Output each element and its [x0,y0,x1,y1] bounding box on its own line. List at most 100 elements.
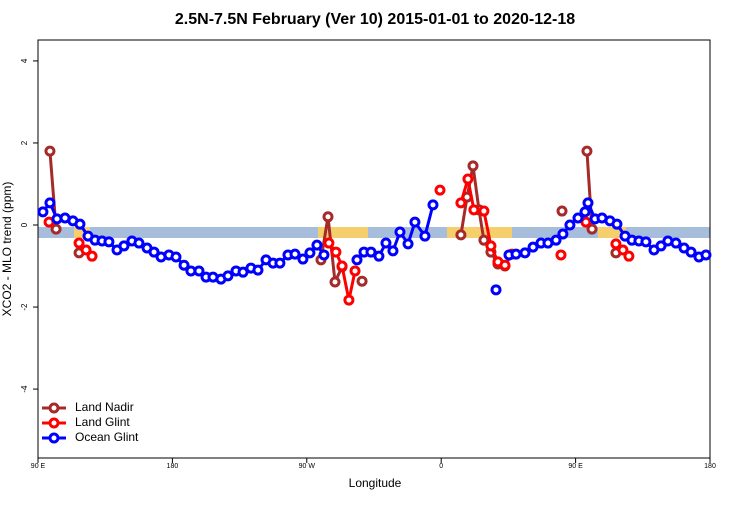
land-ocean-band [38,227,710,238]
y-axis-label: XCO2 - MLO trend (ppm) [0,182,14,317]
point [467,160,479,172]
point [519,247,531,259]
point [170,251,182,263]
legend-label: Land Nadir [75,400,134,414]
y-tick-label: 2 [20,140,29,145]
point [623,250,635,262]
point [237,266,249,278]
point [318,249,330,261]
point [394,226,406,238]
x-tick-label: 180 [167,463,179,470]
point [402,238,414,250]
point [582,197,594,209]
point [387,245,399,257]
point [557,228,569,240]
point [351,254,363,266]
point [581,145,593,157]
point [670,237,682,249]
point [572,212,584,224]
point [329,276,341,288]
y-tick-label: -4 [20,385,29,393]
point [468,204,480,216]
point [380,237,392,249]
point [44,197,56,209]
point [580,216,592,228]
point [586,223,598,235]
point [193,265,205,277]
y-tick-label: 4 [20,58,29,63]
land-band [447,227,512,238]
ocean-band [38,227,710,238]
point [373,250,385,262]
legend-marker [48,417,60,429]
point [50,223,62,235]
point [455,197,467,209]
point [365,246,377,258]
legend-label: Ocean Glint [75,430,139,444]
point [499,259,511,271]
point [222,270,234,282]
point [640,236,652,248]
point [103,236,115,248]
point [462,173,474,185]
legend-marker [48,402,60,414]
point [118,240,130,252]
point [685,246,697,258]
land-band [74,227,90,238]
point [289,248,301,260]
point [297,253,309,265]
chart-title: 2.5N-7.5N February (Ver 10) 2015-01-01 t… [175,11,575,28]
x-tick-label: 90 E [568,463,583,470]
point [336,260,348,272]
point [527,241,539,253]
point [252,264,264,276]
point [80,244,92,256]
x-axis-label: Longitude [349,476,402,490]
point [178,259,190,271]
point [434,184,446,196]
point [550,234,562,246]
point [349,265,361,277]
point [455,229,467,241]
y-tick-label: -2 [20,303,29,311]
point [343,294,355,306]
x-tick-label: 0 [439,463,443,470]
point [37,206,49,218]
plot-frame [37,39,711,459]
point [311,239,323,251]
point [304,247,316,259]
point [44,145,56,157]
point [579,206,591,218]
point [330,246,342,258]
x-tick-label: 90 E [31,463,46,470]
point [478,234,490,246]
point [700,249,712,261]
land-band [318,227,368,238]
point [478,205,490,217]
point [556,205,568,217]
point [274,257,286,269]
point [510,248,522,260]
point [74,218,86,230]
land-band [598,227,626,238]
x-tick-label: 180 [704,463,716,470]
point [564,219,576,231]
point [490,284,502,296]
legend-label: Land Glint [75,415,130,429]
y-tick-label: 0 [20,222,29,227]
point [655,240,667,252]
legend-marker [48,432,60,444]
point [409,216,421,228]
point [73,237,85,249]
point [356,275,368,287]
point [485,240,497,252]
point [419,230,431,242]
point [427,199,439,211]
point [610,238,622,250]
point [617,244,629,256]
point [148,246,160,258]
point [611,218,623,230]
point [322,211,334,223]
point [323,237,335,249]
